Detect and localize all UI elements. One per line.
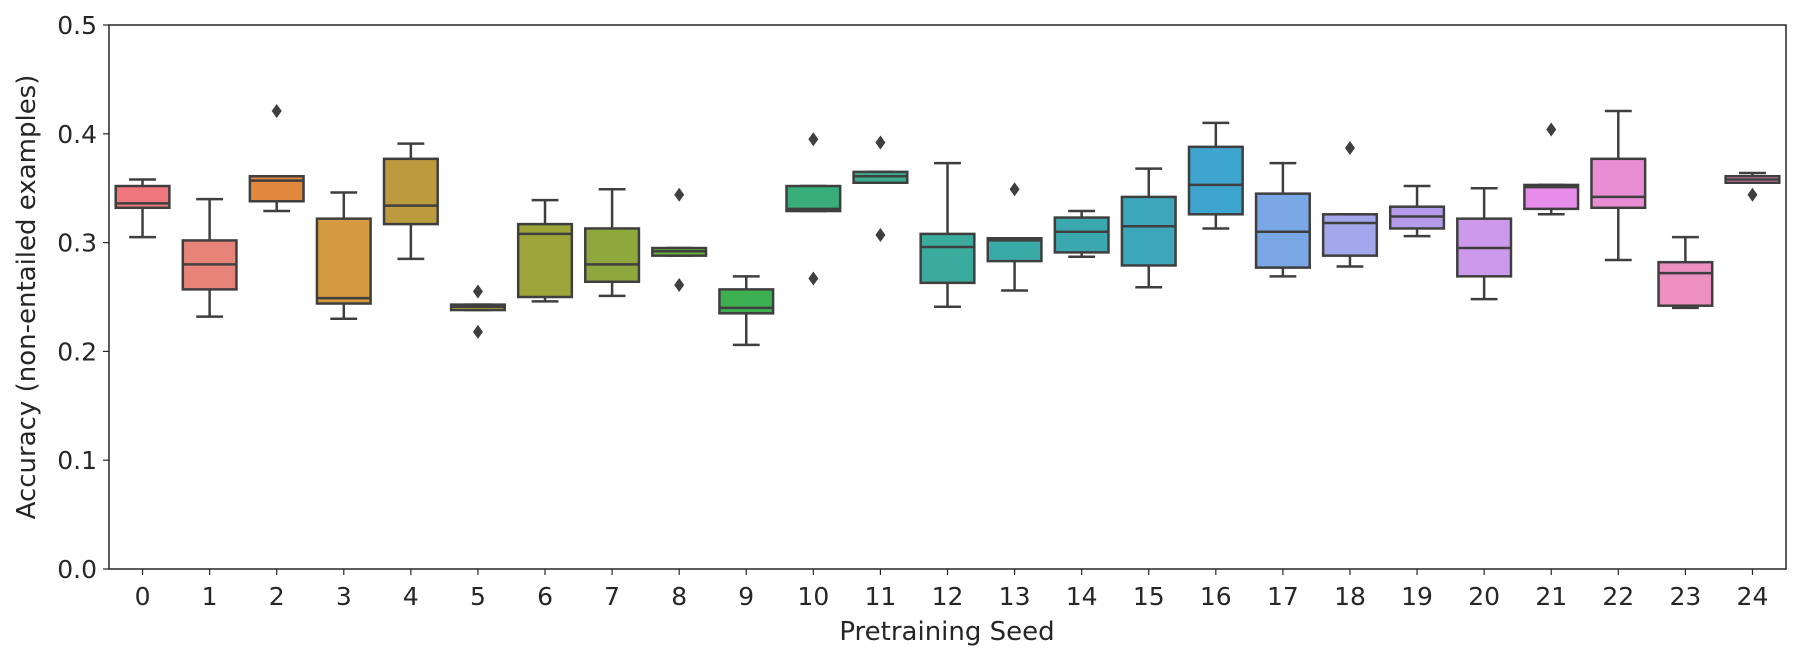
- y-tick-label: 0.1: [57, 446, 97, 475]
- box-seed-12: [919, 161, 976, 309]
- box-seed-2: [248, 103, 305, 213]
- x-tick-label: 7: [604, 582, 620, 611]
- outlier-point: [472, 284, 483, 299]
- box-seed-23: [1657, 235, 1714, 310]
- outlier-point: [674, 278, 685, 293]
- x-tick-label: 1: [202, 582, 218, 611]
- box-seed-8: [651, 187, 708, 293]
- x-tick-label: 0: [135, 582, 151, 611]
- box-seed-1: [181, 197, 238, 318]
- box-body: [986, 236, 1043, 263]
- outlier-point: [1546, 122, 1557, 137]
- box-seed-14: [1053, 209, 1110, 258]
- x-tick-label: 16: [1200, 582, 1232, 611]
- x-tick-label: 13: [999, 582, 1031, 611]
- box-body: [1053, 216, 1110, 254]
- x-tick-label: 17: [1267, 582, 1299, 611]
- boxes-layer: [114, 103, 1781, 347]
- y-axis-label: Accuracy (non-entailed examples): [12, 75, 42, 520]
- box-seed-16: [1187, 121, 1244, 230]
- x-tick-label: 11: [865, 582, 897, 611]
- y-tick-label: 0.5: [57, 11, 97, 40]
- box-body: [919, 232, 976, 285]
- outlier-point: [1747, 187, 1758, 202]
- outlier-point: [1009, 182, 1020, 197]
- box-seed-15: [1120, 167, 1177, 289]
- y-tick-label: 0.2: [57, 337, 97, 366]
- x-tick-label: 24: [1737, 582, 1769, 611]
- x-tick-label: 8: [671, 582, 687, 611]
- x-tick-label: 5: [470, 582, 486, 611]
- box-seed-20: [1456, 186, 1513, 301]
- box-seed-19: [1388, 184, 1446, 238]
- x-tick-label: 18: [1334, 582, 1366, 611]
- outlier-point: [875, 135, 886, 150]
- x-tick-label: 6: [537, 582, 553, 611]
- box-body: [1590, 157, 1647, 210]
- box-seed-7: [584, 188, 641, 298]
- x-tick-label: 10: [797, 582, 829, 611]
- box-seed-24: [1724, 171, 1781, 202]
- box-seed-3: [315, 191, 372, 321]
- box-body: [785, 184, 842, 213]
- box-body: [1120, 195, 1177, 267]
- box-body: [315, 217, 372, 305]
- outlier-point: [808, 271, 819, 286]
- x-tick-label: 14: [1066, 582, 1098, 611]
- box-seed-10: [785, 132, 842, 286]
- box-body: [1657, 260, 1714, 307]
- x-axis-ticks: 0 1 2 3 4 5 6 7 8 9 10 11 12 13 14 15 16 17 18 19 20 21 22 23 24: [135, 569, 1769, 611]
- box-seed-18: [1321, 140, 1379, 268]
- x-axis-label: Pretraining Seed: [839, 617, 1054, 647]
- box-seed-5: [449, 284, 507, 339]
- box-body: [1187, 145, 1244, 216]
- y-tick-label: 0.0: [57, 555, 97, 584]
- outlier-point: [271, 103, 282, 118]
- box-body: [516, 222, 574, 299]
- box-seed-4: [382, 142, 439, 261]
- x-tick-label: 2: [269, 582, 285, 611]
- x-tick-label: 19: [1401, 582, 1433, 611]
- outlier-point: [1344, 140, 1355, 155]
- x-tick-label: 22: [1602, 582, 1634, 611]
- box-seed-0: [114, 178, 171, 239]
- x-tick-label: 4: [403, 582, 419, 611]
- box-body: [382, 157, 439, 226]
- x-tick-label: 9: [738, 582, 754, 611]
- box-seed-17: [1254, 161, 1311, 278]
- x-tick-label: 15: [1133, 582, 1165, 611]
- outlier-point: [472, 324, 483, 339]
- box-seed-13: [986, 182, 1043, 292]
- box-seed-6: [516, 198, 574, 303]
- y-tick-label: 0.4: [57, 120, 97, 149]
- box-seed-9: [718, 275, 775, 347]
- x-tick-label: 3: [336, 582, 352, 611]
- box-body: [584, 227, 641, 284]
- x-tick-label: 12: [932, 582, 964, 611]
- outlier-point: [674, 187, 685, 202]
- box-seed-11: [852, 135, 909, 242]
- outlier-point: [808, 132, 819, 147]
- outlier-point: [875, 227, 886, 242]
- box-body: [1523, 183, 1580, 211]
- x-tick-label: 23: [1669, 582, 1701, 611]
- box-seed-21: [1523, 122, 1580, 216]
- box-seed-22: [1590, 109, 1647, 262]
- x-tick-label: 21: [1535, 582, 1567, 611]
- y-axis-ticks: 0.0 0.1 0.2 0.3 0.4 0.5: [57, 11, 109, 584]
- box-body: [718, 288, 775, 315]
- y-tick-label: 0.3: [57, 229, 97, 258]
- box-body: [1321, 213, 1379, 257]
- x-tick-label: 20: [1468, 582, 1500, 611]
